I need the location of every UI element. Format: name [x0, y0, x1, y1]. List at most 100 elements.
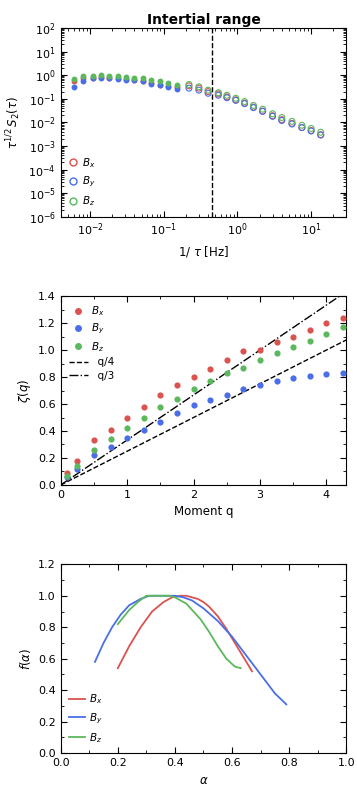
Point — [141, 423, 147, 436]
Point — [251, 101, 256, 114]
Point — [307, 334, 313, 347]
Point — [98, 71, 104, 84]
Point — [149, 77, 154, 90]
Point — [233, 93, 238, 106]
Point — [90, 69, 96, 82]
Point — [205, 84, 211, 96]
Point — [71, 80, 76, 93]
Point — [191, 383, 196, 395]
Point — [186, 80, 192, 92]
Point — [140, 72, 146, 84]
Point — [140, 75, 146, 88]
Point — [106, 72, 112, 84]
Point — [299, 121, 305, 134]
Point — [174, 82, 180, 95]
Point — [149, 77, 154, 89]
Point — [124, 71, 129, 84]
Point — [242, 96, 247, 109]
Point — [157, 415, 163, 428]
Y-axis label: $f(\alpha)$: $f(\alpha)$ — [17, 648, 32, 669]
Point — [207, 363, 213, 375]
Point — [75, 454, 80, 467]
Point — [108, 441, 114, 453]
Point — [318, 128, 323, 141]
Point — [242, 95, 247, 108]
Point — [224, 388, 230, 401]
Point — [257, 344, 263, 356]
Point — [141, 400, 147, 413]
Point — [124, 73, 129, 85]
Point — [224, 367, 230, 379]
Y-axis label: $\tau^{1/2}\, S_2(\tau)$: $\tau^{1/2}\, S_2(\tau)$ — [4, 96, 23, 149]
Point — [257, 353, 263, 366]
Point — [174, 78, 180, 91]
Point — [308, 124, 314, 137]
Point — [274, 336, 280, 348]
X-axis label: 1/ $\tau$ [Hz]: 1/ $\tau$ [Hz] — [178, 244, 229, 259]
Point — [191, 399, 196, 412]
Point — [65, 469, 70, 482]
Point — [196, 84, 202, 96]
Point — [215, 86, 221, 99]
Point — [65, 470, 70, 483]
Point — [196, 82, 202, 95]
Point — [91, 443, 97, 456]
Point — [165, 79, 171, 92]
Point — [124, 411, 130, 424]
Point — [242, 97, 247, 110]
Point — [224, 89, 230, 102]
Point — [215, 89, 221, 102]
Point — [157, 78, 162, 91]
Point — [90, 71, 96, 84]
Point — [196, 80, 202, 93]
Point — [289, 118, 295, 131]
Point — [124, 73, 129, 86]
Point — [174, 392, 180, 405]
Point — [65, 466, 70, 479]
Point — [241, 383, 246, 395]
Point — [186, 82, 192, 95]
Point — [98, 69, 104, 81]
Point — [91, 449, 97, 461]
Point — [270, 110, 276, 123]
Point — [108, 423, 114, 436]
Point — [207, 394, 213, 406]
Point — [224, 92, 230, 104]
Point — [340, 320, 346, 333]
Point — [224, 91, 230, 104]
Point — [279, 114, 285, 127]
Legend: $B_x$, $B_y$, $B_z$,   q/4,   q/3: $B_x$, $B_y$, $B_z$, q/4, q/3 — [66, 301, 117, 384]
Point — [115, 72, 121, 84]
Point — [251, 100, 256, 113]
Point — [124, 431, 130, 444]
Point — [174, 407, 180, 420]
Point — [207, 375, 213, 387]
Point — [260, 104, 266, 117]
Point — [233, 92, 238, 104]
Point — [157, 400, 163, 413]
Point — [257, 379, 263, 391]
Point — [174, 379, 180, 391]
Point — [307, 324, 313, 336]
Point — [270, 109, 276, 122]
Point — [191, 371, 196, 383]
Point — [279, 113, 285, 126]
Point — [270, 108, 276, 120]
X-axis label: Moment q: Moment q — [174, 505, 233, 518]
Point — [260, 103, 266, 116]
Point — [340, 367, 346, 379]
Point — [251, 99, 256, 112]
Point — [274, 347, 280, 359]
Point — [274, 375, 280, 387]
Point — [290, 330, 296, 343]
Point — [165, 77, 171, 89]
Point — [215, 88, 221, 100]
Point — [186, 78, 192, 91]
Point — [299, 121, 305, 134]
Point — [157, 388, 163, 401]
Point — [174, 81, 180, 94]
Y-axis label: $\zeta(q)$: $\zeta(q)$ — [15, 379, 32, 402]
Point — [224, 353, 230, 366]
Point — [290, 341, 296, 354]
Point — [124, 422, 130, 434]
